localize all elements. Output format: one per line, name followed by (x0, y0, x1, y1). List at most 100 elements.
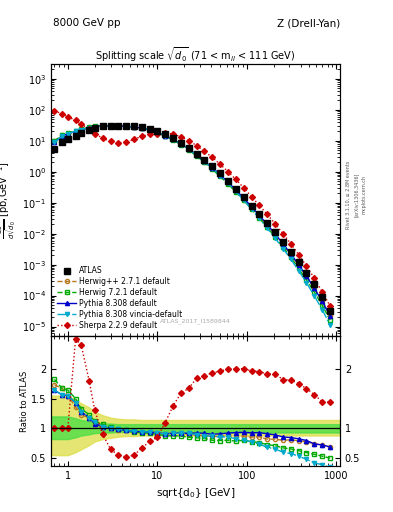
ATLAS (100, 123, 105, 130)
Herwig++ 2.7.1 default (179, 141, 184, 147)
Pythia 8.308 vincia-default (328, 322, 332, 328)
Herwig++ 2.7.1 default (66, 131, 70, 137)
Herwig 7.2.1 default (257, 215, 262, 221)
Pythia 8.308 vincia-default (257, 216, 262, 222)
ATLAS (108, 123, 113, 129)
ATLAS (273, 229, 277, 236)
Herwig 7.2.1 default (265, 224, 270, 230)
Herwig 7.2.1 default (202, 159, 207, 165)
Pythia 8.308 default (202, 158, 207, 164)
Herwig++ 2.7.1 default (288, 251, 293, 258)
Pythia 8.308 default (52, 139, 57, 145)
Pythia 8.308 vincia-default (100, 123, 105, 129)
Pythia 8.308 default (296, 262, 301, 268)
Sherpa 2.2.9 default (116, 140, 121, 146)
Pythia 8.308 default (100, 123, 105, 129)
Herwig++ 2.7.1 default (100, 123, 105, 129)
Herwig 7.2.1 default (241, 197, 246, 203)
Herwig++ 2.7.1 default (241, 196, 246, 202)
Herwig 7.2.1 default (87, 124, 92, 131)
Sherpa 2.2.9 default (108, 138, 113, 144)
Pythia 8.308 vincia-default (87, 125, 92, 131)
Sherpa 2.2.9 default (92, 131, 97, 137)
Herwig 7.2.1 default (218, 174, 222, 180)
Pythia 8.308 default (249, 204, 254, 210)
Pythia 8.308 default (304, 273, 309, 279)
Pythia 8.308 default (155, 130, 160, 136)
ATLAS (233, 186, 238, 192)
Pythia 8.308 vincia-default (132, 124, 136, 130)
Pythia 8.308 default (140, 125, 144, 131)
Pythia 8.308 vincia-default (304, 280, 309, 286)
ATLAS (265, 220, 270, 226)
ATLAS (79, 130, 84, 136)
Sherpa 2.2.9 default (233, 177, 238, 183)
ATLAS (226, 178, 230, 184)
Pythia 8.308 default (281, 241, 285, 247)
Herwig 7.2.1 default (210, 166, 215, 173)
ATLAS (147, 126, 152, 132)
Herwig 7.2.1 default (108, 123, 113, 129)
Pythia 8.308 vincia-default (66, 131, 70, 137)
ATLAS (210, 163, 215, 169)
Pythia 8.308 vincia-default (194, 152, 199, 158)
Sherpa 2.2.9 default (265, 211, 270, 218)
Herwig 7.2.1 default (194, 153, 199, 159)
Herwig 7.2.1 default (233, 189, 238, 195)
Herwig 7.2.1 default (116, 123, 121, 129)
Herwig++ 2.7.1 default (155, 130, 160, 136)
Herwig++ 2.7.1 default (233, 188, 238, 194)
Pythia 8.308 default (147, 127, 152, 133)
Pythia 8.308 default (108, 123, 113, 129)
ATLAS (171, 135, 175, 141)
Pythia 8.308 vincia-default (273, 235, 277, 241)
Herwig 7.2.1 default (296, 265, 301, 271)
ATLAS (257, 211, 262, 218)
Sherpa 2.2.9 default (186, 138, 191, 144)
Herwig 7.2.1 default (155, 130, 160, 136)
Sherpa 2.2.9 default (147, 132, 152, 138)
Herwig++ 2.7.1 default (73, 129, 78, 135)
Herwig++ 2.7.1 default (163, 133, 167, 139)
Pythia 8.308 default (233, 187, 238, 193)
Pythia 8.308 vincia-default (179, 141, 184, 147)
Sherpa 2.2.9 default (273, 221, 277, 227)
ATLAS (218, 170, 222, 177)
Herwig 7.2.1 default (288, 254, 293, 261)
Sherpa 2.2.9 default (194, 142, 199, 148)
Herwig 7.2.1 default (312, 289, 317, 295)
Pythia 8.308 vincia-default (171, 136, 175, 142)
Herwig++ 2.7.1 default (60, 132, 64, 138)
Sherpa 2.2.9 default (163, 130, 167, 136)
Y-axis label: Ratio to ATLAS: Ratio to ATLAS (20, 370, 29, 432)
ATLAS (52, 146, 57, 152)
ATLAS (249, 203, 254, 209)
Herwig 7.2.1 default (60, 132, 64, 138)
Text: ATLAS_2017_I1589844: ATLAS_2017_I1589844 (160, 318, 231, 324)
Herwig 7.2.1 default (320, 303, 325, 309)
Pythia 8.308 vincia-default (249, 206, 254, 212)
ATLAS (328, 308, 332, 314)
ATLAS (186, 144, 191, 151)
Pythia 8.308 vincia-default (116, 123, 121, 129)
Herwig 7.2.1 default (171, 137, 175, 143)
Sherpa 2.2.9 default (312, 275, 317, 282)
ATLAS (92, 125, 97, 131)
ATLAS (288, 249, 293, 255)
Pythia 8.308 default (241, 195, 246, 201)
Line: Sherpa 2.2.9 default: Sherpa 2.2.9 default (52, 109, 332, 308)
Herwig 7.2.1 default (140, 125, 144, 132)
Line: ATLAS: ATLAS (51, 123, 333, 314)
Text: [arXiv:1306.3436]: [arXiv:1306.3436] (354, 173, 359, 217)
Herwig++ 2.7.1 default (281, 242, 285, 248)
Herwig 7.2.1 default (273, 234, 277, 240)
Herwig++ 2.7.1 default (296, 262, 301, 268)
Herwig++ 2.7.1 default (87, 125, 92, 131)
Pythia 8.308 vincia-default (92, 123, 97, 130)
Pythia 8.308 default (132, 124, 136, 130)
Pythia 8.308 vincia-default (312, 293, 317, 299)
Herwig 7.2.1 default (328, 317, 332, 323)
Pythia 8.308 default (66, 131, 70, 137)
Herwig++ 2.7.1 default (257, 214, 262, 220)
ATLAS (241, 194, 246, 200)
